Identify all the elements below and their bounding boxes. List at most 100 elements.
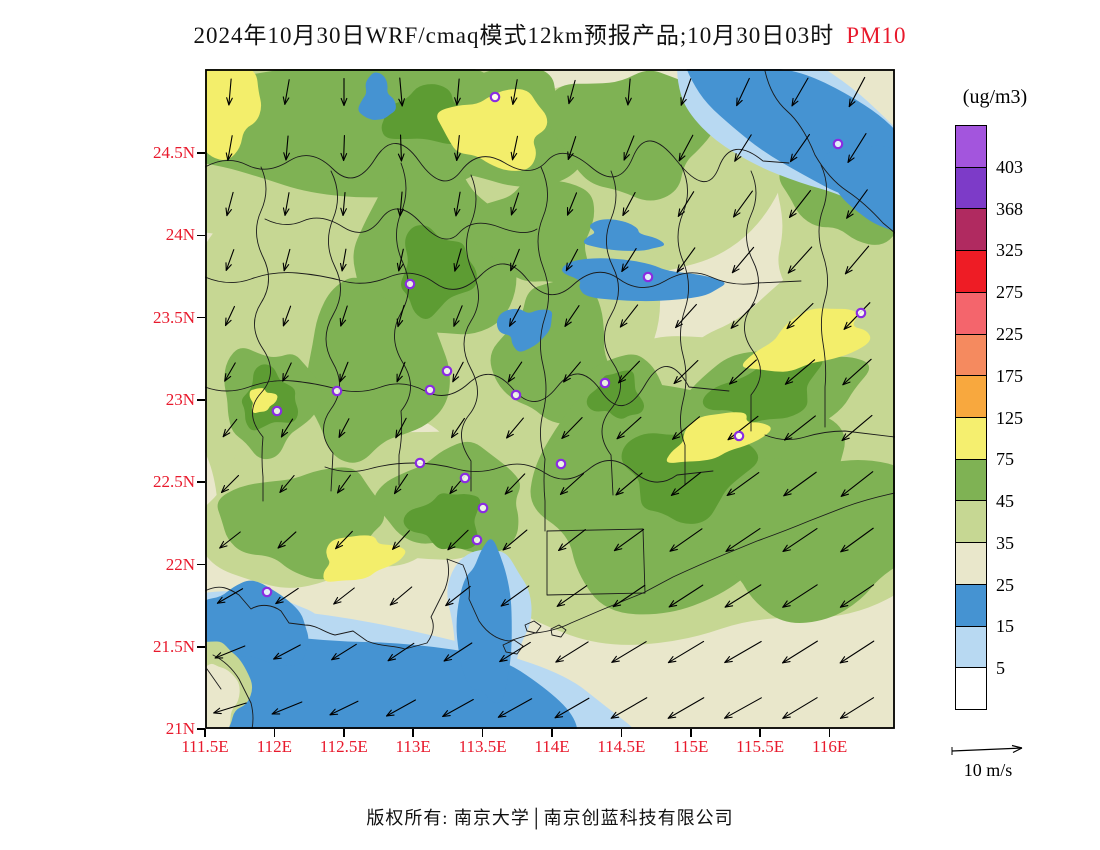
wind-arrow — [844, 245, 870, 275]
wind-arrow — [788, 190, 812, 218]
wind-reference-label: 10 m/s — [963, 760, 1013, 780]
wind-arrow-shaft — [615, 472, 643, 496]
wind-arrow — [786, 302, 814, 330]
wind-arrow — [842, 358, 872, 386]
wind-arrow — [222, 418, 238, 438]
wind-arrow-shaft — [220, 474, 240, 494]
wind-arrow-shaft — [616, 416, 642, 440]
wind-arrow-head — [277, 540, 286, 549]
wind-arrow-shaft — [499, 641, 531, 663]
wind-arrow — [787, 246, 813, 274]
wind-arrow-head — [225, 317, 232, 327]
wind-arrow-shaft — [219, 531, 241, 549]
wind-arrow-head — [567, 95, 574, 105]
lon-tick — [273, 729, 276, 737]
contour-region-b — [583, 219, 665, 251]
lat-label: 22N — [165, 554, 195, 574]
wind-arrow-head — [453, 207, 461, 217]
wind-arrow — [277, 531, 297, 549]
lon-tick — [690, 729, 692, 737]
wind-arrow-shaft — [782, 697, 818, 719]
wind-arrow — [509, 305, 521, 327]
station-marker — [471, 534, 483, 546]
wind-arrow — [667, 640, 705, 664]
wind-arrow-head — [220, 485, 229, 494]
wind-arrow-shaft — [456, 135, 460, 161]
wind-arrow-shaft — [610, 697, 648, 719]
wind-arrow-shaft — [565, 248, 579, 272]
wind-arrow — [500, 585, 530, 607]
wind-arrow-head — [214, 652, 224, 659]
wind-arrow-shaft — [673, 359, 699, 385]
wind-arrow — [282, 362, 292, 382]
wind-arrow-shaft — [277, 531, 297, 549]
contour-region-b — [823, 145, 895, 232]
wind-arrow-shaft — [273, 644, 301, 660]
lon-label: 115E — [673, 737, 709, 756]
wind-arrow-head — [842, 377, 851, 386]
province-border — [537, 166, 549, 532]
wind-arrow-head — [506, 430, 514, 439]
province-border — [252, 166, 271, 502]
wind-arrow-shaft — [554, 697, 590, 719]
wind-arrow — [839, 697, 875, 719]
wind-arrow-shaft — [397, 304, 405, 328]
wind-arrow-shaft — [680, 78, 692, 106]
wind-arrow-shaft — [623, 135, 635, 161]
lon-tick — [828, 729, 831, 737]
colorbar-segment — [956, 583, 986, 626]
colorbar-segment — [956, 667, 986, 710]
station-marker — [642, 271, 654, 283]
lat-tick — [197, 728, 205, 730]
wind-arrow — [725, 527, 761, 553]
province-border — [205, 263, 802, 295]
wind-arrow-shaft — [339, 361, 349, 383]
wind-arrow-shaft — [676, 247, 696, 273]
contour-region-b — [562, 258, 725, 302]
contour-region-dg — [702, 356, 823, 423]
wind-arrow-head — [219, 540, 228, 549]
wind-arrow-head — [396, 373, 403, 383]
wind-arrow-shaft — [284, 192, 290, 216]
wind-arrow-head — [563, 374, 571, 383]
wind-arrow-head — [724, 600, 734, 608]
contour-region-b — [456, 539, 512, 704]
wind-arrow — [677, 191, 695, 217]
wind-arrow-shaft — [283, 248, 291, 272]
wind-arrow-head — [725, 544, 734, 553]
wind-arrow-shaft — [342, 191, 346, 217]
wind-arrow — [442, 698, 474, 718]
wind-arrow-shaft — [555, 641, 589, 663]
wind-arrow — [839, 640, 875, 664]
contour-region-y — [742, 308, 871, 372]
province-border — [818, 164, 828, 428]
province-border — [764, 430, 895, 440]
contour-region-g — [547, 70, 719, 201]
wind-arrow-shaft — [512, 79, 518, 105]
wind-arrow-shaft — [455, 191, 461, 217]
wind-arrow-head — [273, 652, 282, 660]
island-outline — [524, 620, 542, 634]
contour-region-y — [205, 69, 262, 160]
wind-arrow-head — [451, 429, 459, 439]
lon-tick — [620, 729, 623, 737]
wind-arrow-shaft — [667, 640, 705, 664]
wind-arrow — [669, 528, 703, 552]
wind-arrow — [724, 584, 762, 608]
map-frame — [205, 69, 895, 729]
wind-arrow-shaft — [282, 362, 292, 382]
wind-arrow-shaft — [736, 77, 750, 107]
wind-arrow-head — [726, 488, 736, 497]
wind-arrow — [564, 305, 580, 327]
lon-label: 111.5E — [181, 737, 229, 756]
wind-arrow — [271, 701, 303, 715]
wind-arrow-head — [840, 489, 850, 497]
wind-arrow-head — [397, 153, 405, 162]
lat-tick — [197, 399, 205, 401]
wind-arrow-shaft — [452, 361, 464, 383]
wind-arrow-head — [559, 487, 569, 495]
wind-arrow-shaft — [502, 529, 528, 551]
wind-arrow-shaft — [222, 418, 238, 438]
wind-arrow-head — [447, 542, 456, 551]
wind-arrow-shaft — [670, 472, 702, 496]
